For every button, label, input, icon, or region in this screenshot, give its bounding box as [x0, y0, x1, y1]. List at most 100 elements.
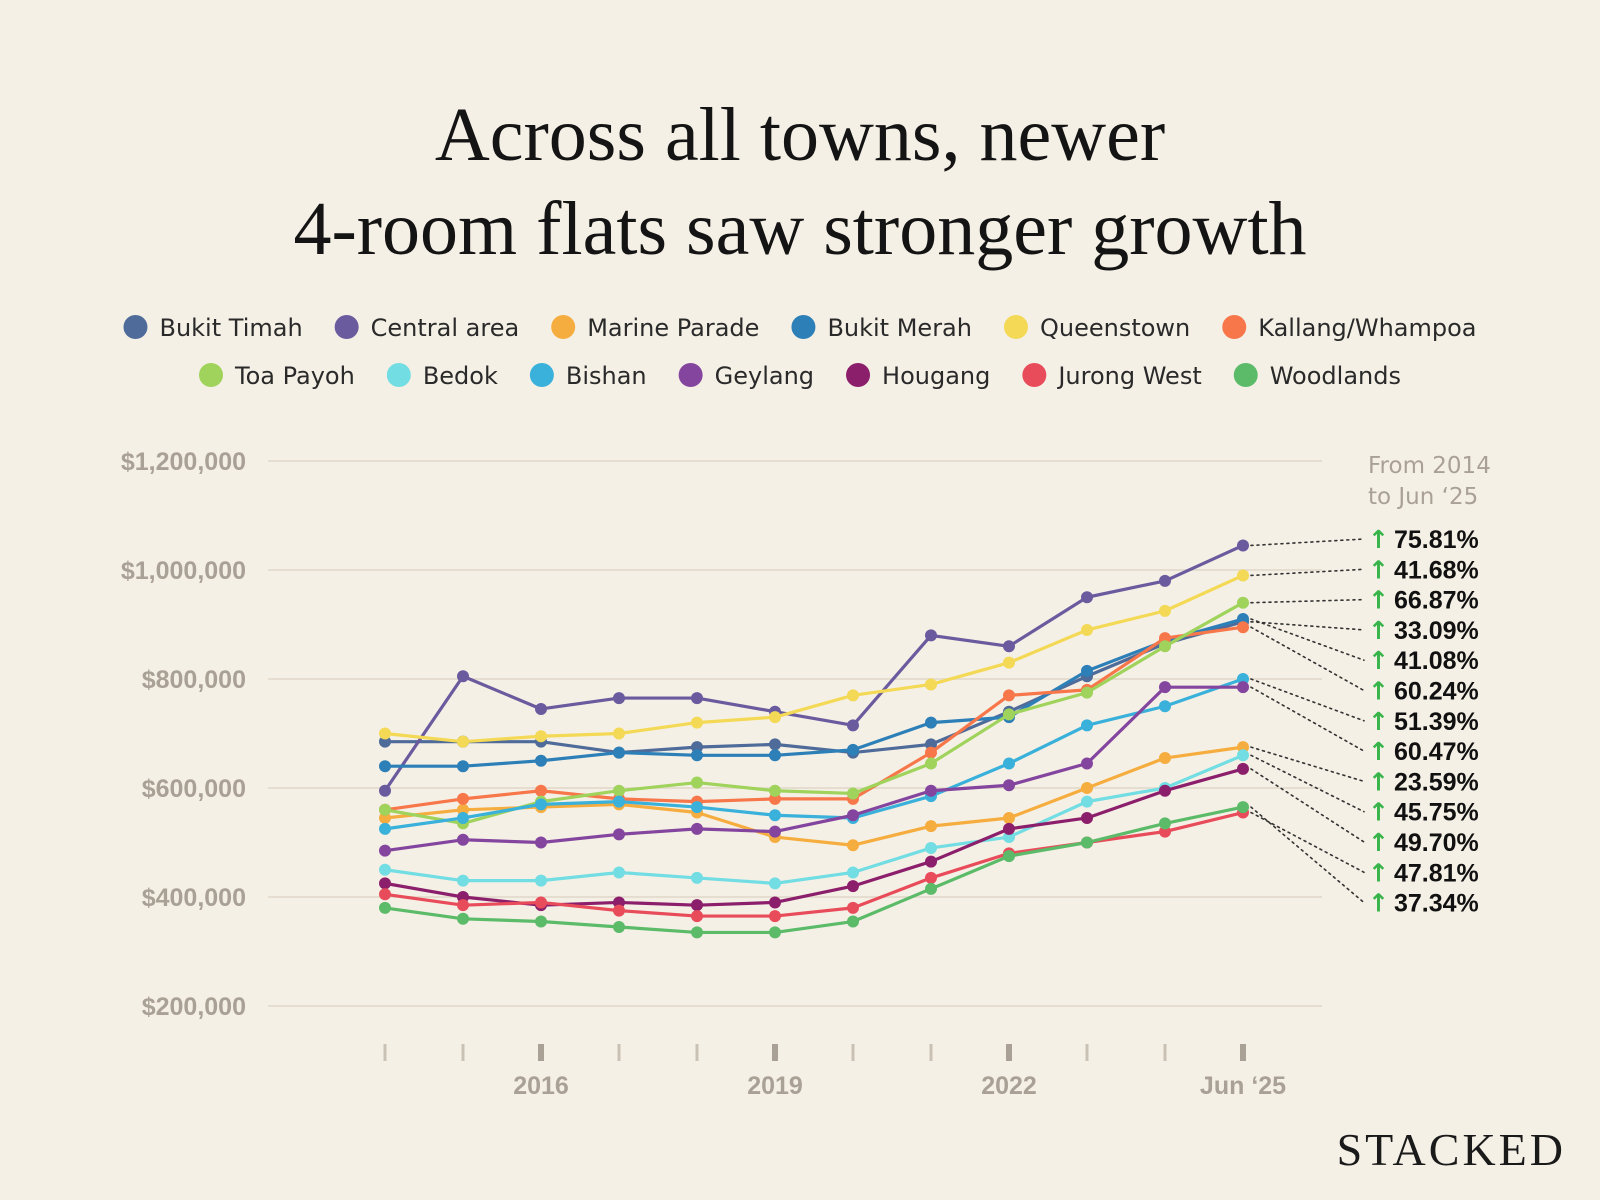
leader-line [1250, 538, 1365, 547]
point-hougang [379, 877, 391, 890]
point-bukit-merah [535, 754, 547, 767]
point-bukit-merah [1081, 664, 1093, 677]
point-kallang-whampoa [457, 792, 469, 805]
x-tick-label: 2019 [747, 1072, 803, 1100]
growth-label: 51.39% [1394, 708, 1479, 736]
point-central-area [1081, 591, 1093, 604]
point-woodlands [847, 915, 859, 928]
point-queenstown [847, 689, 859, 702]
point-bishan [1003, 757, 1015, 770]
point-toa-payoh [1003, 708, 1015, 721]
point-kallang-whampoa [925, 746, 937, 759]
point-hougang [1081, 811, 1093, 824]
point-queenstown [769, 711, 781, 724]
point-kallang-whampoa [535, 784, 547, 797]
point-central-area [925, 629, 937, 642]
y-tick-label: $600,000 [142, 775, 246, 803]
point-bedok [379, 863, 391, 876]
point-jurong-west [847, 901, 859, 914]
point-bedok [1081, 795, 1093, 808]
legend-marker-bishan [529, 363, 554, 387]
point-queenstown [379, 727, 391, 740]
point-geylang [1159, 681, 1171, 694]
legend-marker-bukit-merah [791, 315, 816, 339]
series-queenstown [379, 569, 1249, 748]
point-woodlands [1003, 850, 1015, 863]
x-tick-mark [772, 1044, 778, 1061]
legend-marker-central-area [334, 315, 359, 339]
point-jurong-west [691, 910, 703, 923]
leader-line [1250, 678, 1365, 722]
point-central-area [379, 784, 391, 797]
point-bedok [925, 841, 937, 854]
point-woodlands [925, 882, 937, 895]
point-geylang [535, 836, 547, 849]
point-bishan [379, 822, 391, 835]
leader-line [1250, 618, 1365, 662]
point-queenstown [1237, 569, 1249, 582]
point-marine-parade [847, 839, 859, 852]
point-woodlands [1237, 801, 1249, 814]
line-central-area [383, 544, 1244, 792]
line-queenstown [384, 573, 1244, 744]
legend-label-central-area: Central area [371, 314, 520, 342]
point-geylang [1237, 681, 1249, 694]
point-geylang [1081, 757, 1093, 770]
line-woodlands [384, 805, 1244, 935]
legend-marker-kallang-whampoa [1222, 315, 1247, 339]
up-arrow-icon: ↑ [1368, 646, 1389, 675]
point-bukit-merah [613, 746, 625, 759]
growth-label: 33.09% [1394, 617, 1479, 645]
series-bedok [379, 749, 1249, 890]
legend-marker-bukit-timah [123, 315, 148, 339]
growth-label: 60.24% [1394, 678, 1479, 706]
point-woodlands [379, 901, 391, 914]
point-bishan [535, 798, 547, 811]
point-hougang [1003, 822, 1015, 835]
point-bukit-merah [691, 749, 703, 762]
x-axis: 2016 2019 2022 Jun ‘25 [383, 1044, 1286, 1100]
leader-line [1250, 686, 1365, 752]
x-tick-mark [1006, 1044, 1012, 1061]
line-bedok [384, 753, 1244, 885]
legend-marker-hougang [846, 363, 871, 387]
point-central-area [691, 692, 703, 705]
up-arrow-icon: ↑ [1368, 798, 1389, 827]
legend-label-jurong-west: Jurong West [1056, 362, 1201, 390]
point-geylang [691, 822, 703, 835]
line-geylang [384, 685, 1243, 853]
line-bukit-timah [385, 620, 1244, 755]
up-arrow-icon: ↑ [1368, 677, 1389, 706]
point-queenstown [1081, 623, 1093, 636]
point-kallang-whampoa [1237, 621, 1249, 634]
growth-labels: ↑ 75.81%↑ 41.68%↑ 66.87%↑ 33.09%↑ 41.08%↑ 60.2… [1368, 525, 1479, 918]
point-toa-payoh [691, 776, 703, 789]
point-jurong-west [457, 899, 469, 912]
point-queenstown [1003, 656, 1015, 669]
legend-marker-jurong-west [1022, 363, 1047, 387]
point-bukit-timah [769, 738, 781, 751]
legend-label-hougang: Hougang [882, 362, 990, 390]
growth-label: 45.75% [1394, 799, 1479, 827]
point-central-area [535, 702, 547, 715]
line-bukit-merah [385, 617, 1244, 768]
point-queenstown [1159, 604, 1171, 617]
x-tick-mark [538, 1044, 544, 1061]
point-geylang [769, 825, 781, 838]
growth-label: 60.47% [1394, 738, 1479, 766]
point-bedok [769, 877, 781, 890]
line-toa-payoh [384, 601, 1244, 826]
y-tick-label: $1,200,000 [121, 448, 246, 476]
point-woodlands [457, 912, 469, 925]
x-tick-label: 2016 [513, 1072, 569, 1100]
leader-line [1250, 806, 1365, 904]
point-toa-payoh [379, 803, 391, 816]
leader-line [1250, 746, 1365, 783]
legend-label-queenstown: Queenstown [1040, 314, 1190, 342]
legend-label-bukit-merah: Bukit Merah [827, 314, 972, 342]
growth-label: 47.81% [1394, 859, 1479, 887]
up-arrow-icon: ↑ [1368, 828, 1389, 857]
point-bedok [691, 871, 703, 884]
point-woodlands [1159, 817, 1171, 830]
